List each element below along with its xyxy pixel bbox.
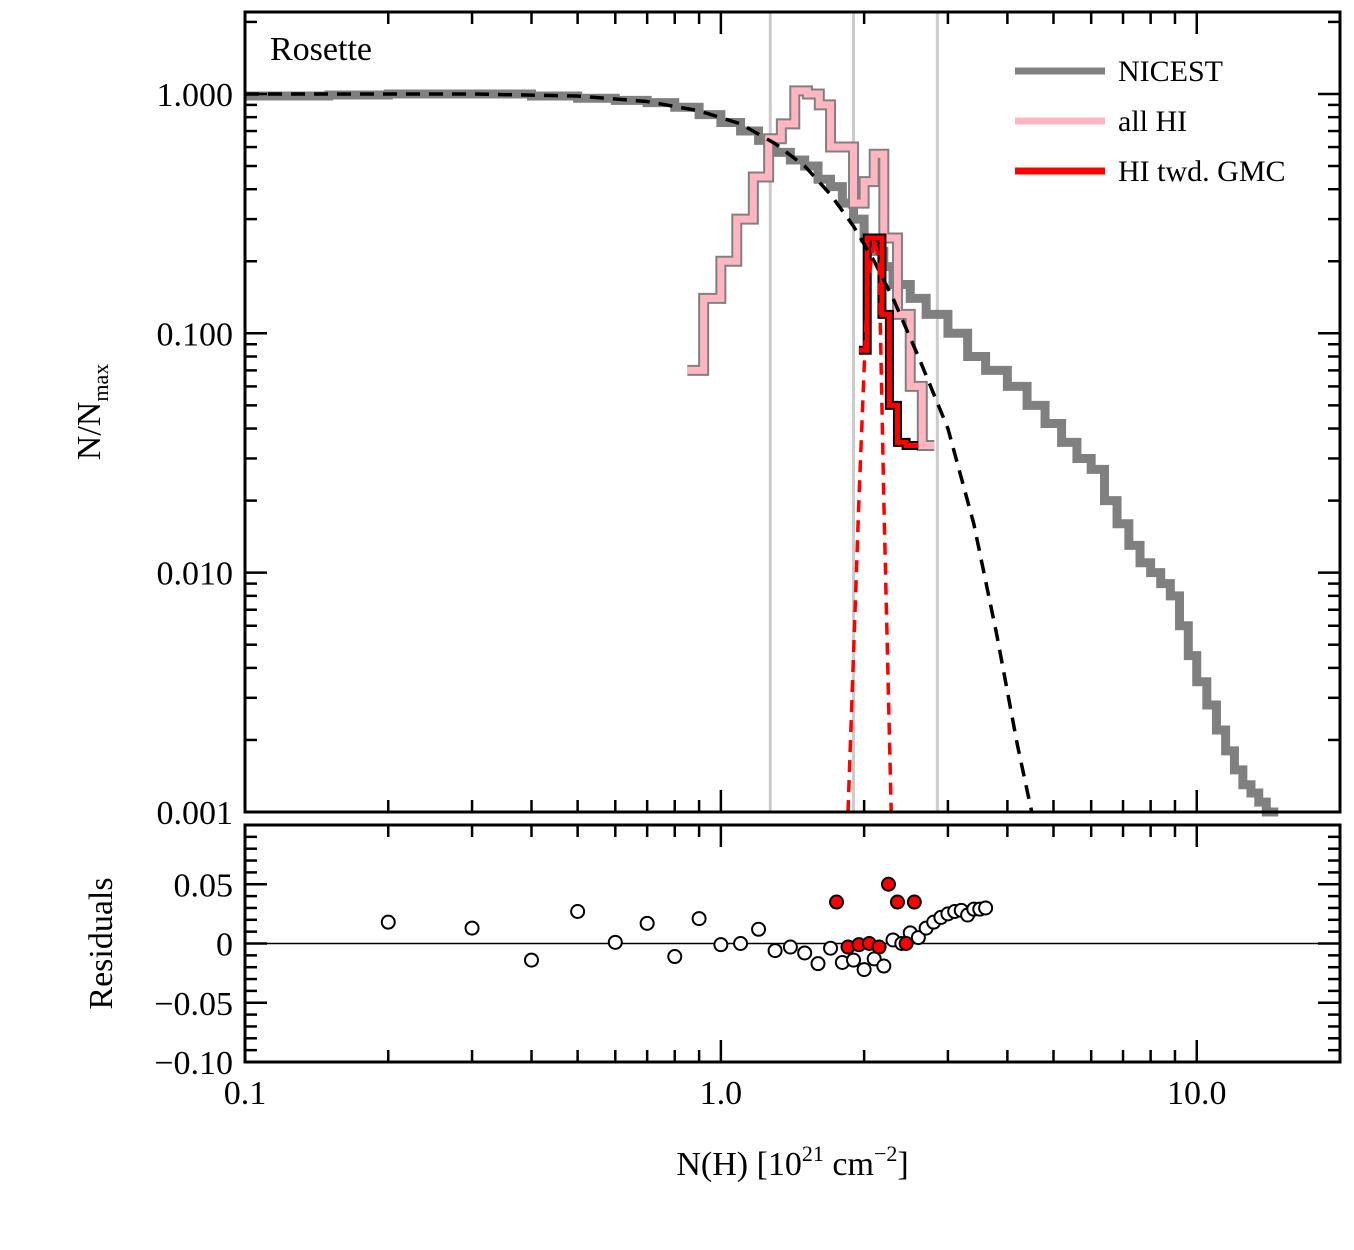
residual-point-open <box>639 915 655 931</box>
legend-label-2: HI twd. GMC <box>1118 155 1286 188</box>
residual-point-open <box>524 952 540 968</box>
res-tick-label: −0.05 <box>154 986 233 1023</box>
residual-point-open <box>910 930 926 946</box>
legend: NICEST all HI HI twd. GMC <box>1015 55 1286 188</box>
residual-point-open <box>733 936 749 951</box>
residual-point-open <box>823 940 839 956</box>
residual-point-open <box>797 945 813 961</box>
residual-point-open <box>876 958 892 974</box>
residual-point-filled <box>898 936 914 951</box>
x-axis-label-exp2: −2 <box>874 1141 897 1166</box>
residual-point-open <box>846 952 862 968</box>
y-axis-label-main: N/N <box>71 402 108 461</box>
x-tick-label: 0.1 <box>224 1075 267 1112</box>
res-tick-label: 0.05 <box>174 867 234 904</box>
legend-label-1: all HI <box>1118 105 1187 138</box>
y-tick-label: 1.000 <box>157 77 234 114</box>
res-tick-label: −0.10 <box>154 1045 233 1082</box>
hi-gmc-step-line <box>858 235 919 448</box>
residual-point-open <box>810 956 826 972</box>
bottom-series-group <box>245 876 1340 978</box>
fit-dashed-line <box>245 92 1034 813</box>
nicest-step-line <box>245 89 1279 817</box>
bottom-ticks: 0.1 1.0 10.0 0.05 0 −0.05 −0.10 <box>154 823 1342 1112</box>
x-axis-label: N(H) [1021 cm−2] <box>676 1141 908 1183</box>
res-tick-label: 0 <box>216 927 233 964</box>
x-axis-label-exp1: 21 <box>802 1141 824 1166</box>
y-axis-label-sub: max <box>88 364 113 402</box>
residual-point-open <box>782 939 798 955</box>
x-axis-label-unit: cm <box>824 1146 874 1183</box>
x-tick-label: 1.0 <box>700 1075 743 1112</box>
residual-point-open <box>607 934 623 950</box>
residual-point-open <box>856 962 872 978</box>
bottom-panel: 0.1 1.0 10.0 0.05 0 −0.05 −0.10 Residuals N(H)… <box>83 823 1342 1183</box>
residual-point-filled <box>889 894 905 910</box>
x-axis-label-main: N(H) [10 <box>676 1146 802 1183</box>
y-tick-label: 0.001 <box>157 795 234 832</box>
top-panel: 1.000 0.100 0.010 0.001 Rosette N/Nmax NICE… <box>71 10 1342 832</box>
residual-point-open <box>978 900 994 916</box>
top-ticks: 1.000 0.100 0.010 0.001 <box>157 12 1342 832</box>
residual-point-open <box>380 914 396 930</box>
gmc-fit-dashed-line <box>846 237 893 813</box>
residual-point-filled <box>871 939 887 955</box>
residual-point-open <box>767 943 783 959</box>
x-tick-label: 10.0 <box>1167 1075 1227 1112</box>
top-plot-frame <box>243 10 1342 814</box>
y-tick-label: 0.010 <box>157 556 234 593</box>
residuals-axis-label: Residuals <box>83 877 120 1009</box>
residual-point-open <box>751 921 767 937</box>
x-axis-label-close: ] <box>897 1146 908 1183</box>
residual-point-open <box>691 911 707 927</box>
chart-title: Rosette <box>270 31 372 68</box>
residual-point-open <box>570 904 586 920</box>
residual-point-open <box>713 937 729 953</box>
residual-point-open <box>464 920 480 936</box>
all-hi-step-line <box>687 87 935 449</box>
legend-label-0: NICEST <box>1118 55 1223 88</box>
y-axis-label: N/Nmax <box>71 364 113 460</box>
residual-point-filled <box>906 894 922 910</box>
residual-point-filled <box>880 876 896 892</box>
top-series-group <box>245 85 1279 817</box>
residual-point-open <box>667 949 683 965</box>
y-tick-label: 0.100 <box>157 316 234 353</box>
residual-point-filled <box>829 894 845 910</box>
